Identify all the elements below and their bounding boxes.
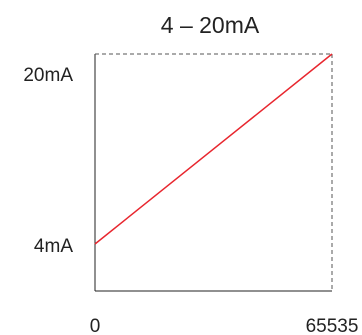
- x-tick-label-65535: 65535: [306, 316, 359, 335]
- chart-title: 4 – 20mA: [161, 12, 260, 38]
- y-tick-label-4ma: 4mA: [34, 236, 73, 257]
- y-tick-label-20ma: 20mA: [23, 65, 73, 86]
- output-series-line: [94, 53, 333, 245]
- x-tick-label-0: 0: [90, 316, 101, 335]
